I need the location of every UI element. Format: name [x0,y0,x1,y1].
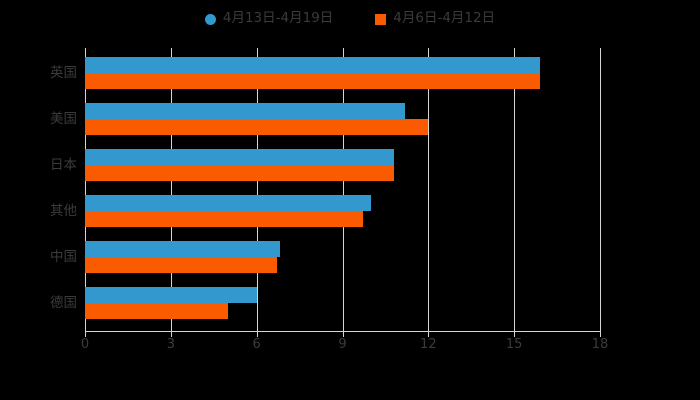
bar-其他-series-2[interactable] [85,211,363,227]
legend-label-series-2: 4月6日-4月12日 [393,10,496,27]
bar-英国-series-2[interactable] [85,73,540,89]
bar-其他-series-1[interactable] [85,195,372,211]
x-tick-label-15: 15 [505,337,523,352]
x-tick-3 [170,331,172,337]
gridline-x-0 [85,48,86,331]
bar-日本-series-1[interactable] [85,149,394,165]
x-tick-label-9: 9 [338,337,347,352]
plot-area [85,48,601,331]
bar-美国-series-2[interactable] [85,119,429,135]
x-tick-label-3: 3 [166,337,175,352]
x-tick-label-0: 0 [80,337,90,352]
gridline-x-6 [256,48,258,331]
y-axis-label-中国: 中国 [50,249,77,265]
legend-marker-square-icon [375,13,387,25]
x-tick-6 [256,331,258,337]
legend-label-series-1: 4月13日-4月19日 [222,10,334,27]
y-axis-label-德国: 德国 [50,295,77,311]
bar-美国-series-1[interactable] [85,103,406,119]
x-tick-9 [342,331,344,337]
bar-日本-series-2[interactable] [85,165,394,181]
legend-marker-circle-icon [204,13,216,25]
x-tick-15 [514,331,516,337]
bar-德国-series-1[interactable] [85,287,257,303]
x-tick-18 [600,331,601,337]
x-tick-12 [428,331,430,337]
x-tick-label-18: 18 [591,337,609,352]
chart-legend: 4月13日-4月19日 4月6日-4月12日 [0,6,700,32]
gridline-x-12 [428,48,430,331]
bar-中国-series-2[interactable] [85,257,277,273]
y-axis-label-其他: 其他 [50,203,77,219]
bar-英国-series-1[interactable] [85,57,540,73]
y-axis-label-美国: 美国 [50,111,77,127]
gridline-x-3 [170,48,172,331]
bar-中国-series-1[interactable] [85,241,280,257]
x-tick-0 [85,331,86,337]
bar-德国-series-2[interactable] [85,303,229,319]
gridline-x-18 [600,48,601,331]
y-axis-label-日本: 日本 [50,157,77,173]
y-axis-label-英国: 英国 [50,65,77,81]
legend-entry-series-2[interactable]: 4月6日-4月12日 [375,12,495,26]
gridline-x-15 [514,48,516,331]
x-tick-label-12: 12 [420,337,437,352]
x-tick-label-6: 6 [252,337,261,352]
legend-entry-series-1[interactable]: 4月13日-4月19日 [204,10,334,27]
gridline-x-9 [342,48,344,331]
